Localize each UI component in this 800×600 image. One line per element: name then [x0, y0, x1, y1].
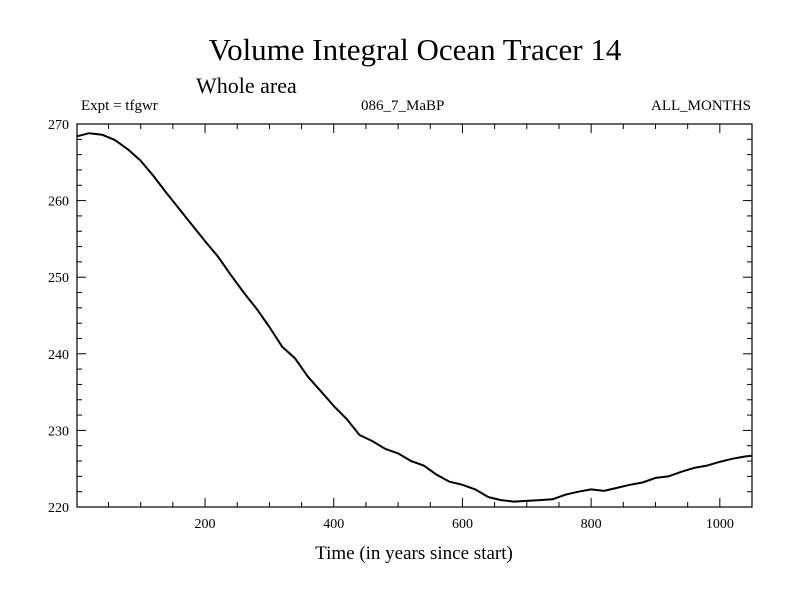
- experiment-label: Expt = tfgwr: [81, 98, 158, 114]
- tick-labels: 200 400 600 800 1000 220 230 240 250 260 270: [48, 118, 734, 532]
- y-tick-label: 260: [48, 195, 69, 210]
- period-label: 086_7_MaBP: [361, 98, 444, 114]
- x-tick-label: 200: [195, 517, 216, 532]
- months-label: ALL_MONTHS: [651, 98, 751, 114]
- y-tick-label: 230: [48, 424, 69, 439]
- y-tick-label: 240: [48, 348, 69, 363]
- y-tick-label: 250: [48, 271, 69, 286]
- x-tick-label: 1000: [706, 517, 734, 532]
- x-tick-label: 800: [581, 517, 602, 532]
- y-tick-label: 270: [48, 118, 69, 133]
- x-tick-label: 600: [452, 517, 473, 532]
- x-axis-title: Time (in years since start): [315, 543, 513, 564]
- axis-ticks: [77, 123, 753, 508]
- plot-frame: [76, 123, 753, 508]
- series-line: [76, 132, 753, 503]
- y-tick-label: 220: [48, 501, 69, 516]
- x-tick-label: 400: [323, 517, 344, 532]
- chart-title: Volume Integral Ocean Tracer 14: [209, 32, 622, 67]
- chart-subtitle: Whole area: [196, 73, 297, 98]
